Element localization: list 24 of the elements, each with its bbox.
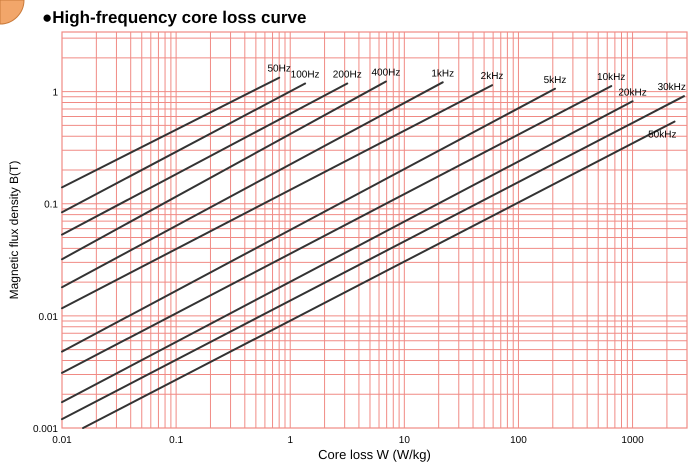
series-label: 1kHz bbox=[431, 68, 454, 80]
x-tick-label: 0.1 bbox=[169, 435, 184, 446]
x-tick-label: 1000 bbox=[621, 435, 644, 446]
y-tick-label: 1 bbox=[52, 88, 58, 99]
series-label: 100Hz bbox=[290, 70, 320, 81]
chart-title: ●High-frequency core loss curve bbox=[42, 8, 306, 27]
y-tick-label: 0.001 bbox=[32, 424, 58, 435]
x-tick-label: 10 bbox=[398, 435, 410, 446]
series-label: 30kHz bbox=[658, 82, 686, 94]
series-label: 10kHz bbox=[597, 72, 626, 84]
series-label: 200Hz bbox=[332, 70, 362, 81]
y-tick-label: 0.01 bbox=[38, 312, 58, 323]
series-label: 400Hz bbox=[371, 68, 400, 79]
y-tick-label: 0.1 bbox=[44, 200, 58, 211]
series-label: 50kHz bbox=[648, 130, 676, 141]
series-label: 50Hz bbox=[267, 64, 291, 75]
series-label: 20kHz bbox=[618, 87, 647, 98]
x-tick-label: 0.01 bbox=[52, 435, 72, 446]
series-label: 2kHz bbox=[480, 71, 504, 82]
x-axis-title: Core loss W (W/kg) bbox=[318, 447, 431, 462]
x-tick-label: 1 bbox=[287, 435, 294, 446]
series-label: 5kHz bbox=[544, 74, 566, 86]
x-tick-label: 100 bbox=[510, 435, 528, 446]
y-axis-title: Magnetic flux density B(T) bbox=[7, 160, 21, 300]
